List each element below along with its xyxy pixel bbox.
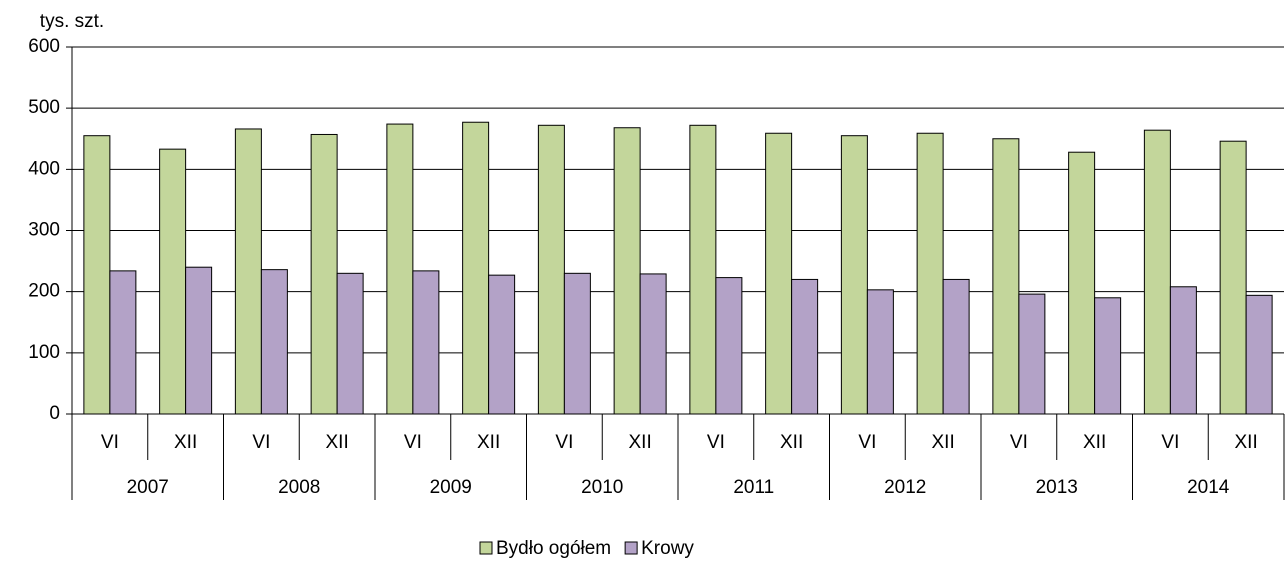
bar bbox=[715, 277, 743, 415]
bar bbox=[234, 128, 262, 415]
y-tick-label: 100 bbox=[28, 342, 60, 363]
bar bbox=[791, 278, 819, 415]
bar bbox=[260, 269, 288, 415]
bar bbox=[462, 121, 490, 415]
bar bbox=[412, 270, 440, 415]
x-tick-label: VI bbox=[252, 432, 270, 453]
bar bbox=[1169, 286, 1197, 415]
bar bbox=[639, 273, 667, 415]
legend-label: Bydło ogółem bbox=[496, 538, 611, 559]
bar bbox=[866, 289, 894, 415]
x-tick-label: XII bbox=[932, 432, 955, 453]
bar bbox=[159, 148, 187, 415]
legend-swatch bbox=[624, 541, 638, 555]
year-label: 2014 bbox=[1187, 477, 1230, 498]
bar bbox=[765, 132, 793, 415]
x-tick-label: XII bbox=[174, 432, 197, 453]
bar bbox=[336, 272, 364, 415]
bar bbox=[916, 132, 944, 415]
x-tick-label: XII bbox=[326, 432, 349, 453]
x-tick-label: VI bbox=[1161, 432, 1179, 453]
x-tick-label: VI bbox=[101, 432, 119, 453]
x-tick-label: XII bbox=[1235, 432, 1258, 453]
bar bbox=[1068, 151, 1096, 415]
bar bbox=[386, 123, 414, 415]
year-label: 2008 bbox=[278, 477, 320, 498]
year-label: 2009 bbox=[430, 477, 472, 498]
bar bbox=[537, 124, 565, 415]
y-tick-label: 0 bbox=[49, 403, 60, 424]
bar bbox=[840, 135, 868, 415]
y-tick-label: 200 bbox=[28, 281, 60, 302]
x-tick-label: VI bbox=[858, 432, 876, 453]
bar bbox=[689, 124, 717, 415]
bar bbox=[1143, 129, 1171, 415]
y-tick-label: 500 bbox=[28, 97, 60, 118]
bar bbox=[488, 274, 516, 415]
bar bbox=[613, 127, 641, 415]
x-tick-label: XII bbox=[780, 432, 803, 453]
year-label: 2013 bbox=[1036, 477, 1078, 498]
x-tick-label: VI bbox=[707, 432, 725, 453]
x-tick-label: XII bbox=[477, 432, 500, 453]
y-tick-label: 300 bbox=[28, 220, 60, 241]
y-axis-label: tys. szt. bbox=[40, 11, 104, 32]
bar bbox=[83, 135, 111, 415]
bar bbox=[563, 272, 591, 415]
y-tick-label: 400 bbox=[28, 158, 60, 179]
bar bbox=[1245, 294, 1273, 415]
bar bbox=[942, 278, 970, 415]
year-label: 2007 bbox=[127, 477, 169, 498]
legend-label: Krowy bbox=[641, 538, 694, 559]
y-tick-label: 600 bbox=[28, 36, 60, 57]
year-label: 2011 bbox=[733, 477, 774, 498]
bar bbox=[1094, 297, 1122, 415]
legend-swatch bbox=[479, 541, 493, 555]
x-tick-label: VI bbox=[1010, 432, 1028, 453]
bar bbox=[185, 266, 213, 415]
bar bbox=[1219, 140, 1247, 415]
bar bbox=[1018, 293, 1046, 415]
bar bbox=[310, 133, 338, 415]
x-tick-label: XII bbox=[1083, 432, 1106, 453]
x-tick-label: VI bbox=[555, 432, 573, 453]
bar bbox=[109, 270, 137, 415]
year-label: 2012 bbox=[884, 477, 926, 498]
bar bbox=[992, 138, 1020, 415]
year-label: 2010 bbox=[581, 477, 623, 498]
x-tick-label: VI bbox=[404, 432, 422, 453]
x-tick-label: XII bbox=[629, 432, 652, 453]
